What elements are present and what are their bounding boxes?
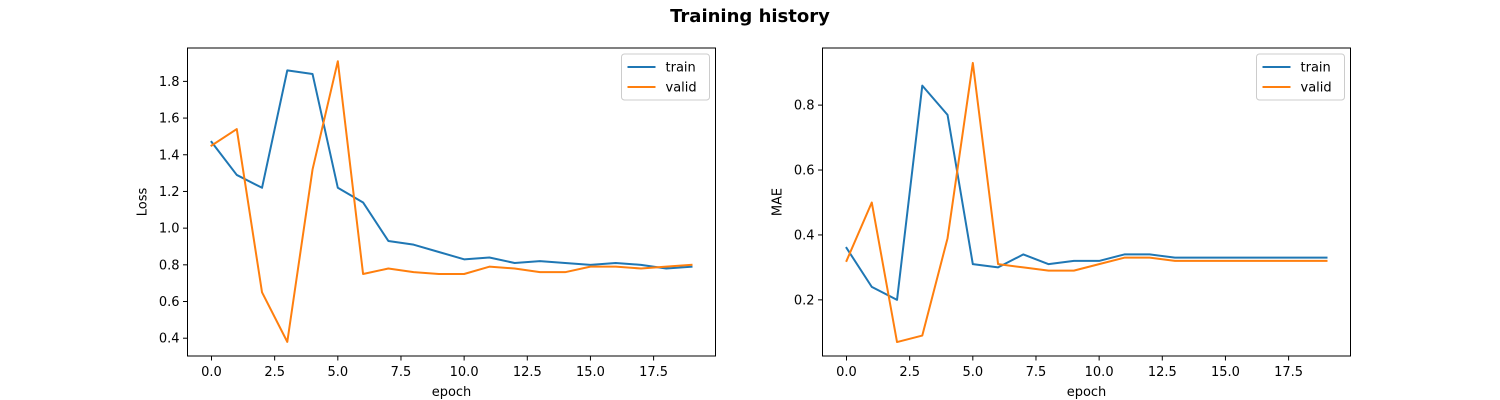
series-line-train: [210, 69, 693, 270]
x-tick-label: 2.5: [899, 365, 920, 380]
x-tick-label: 10.0: [450, 365, 479, 380]
x-tick-label: 5.0: [327, 365, 348, 380]
legend-label-valid: valid: [1301, 81, 1332, 96]
y-tick-label: 0.4: [159, 332, 180, 347]
chart-loss: 0.0 2.5 5.0 7.5 10.0 12.5 15.0 17.5 0.4 0.6 0.8 1.0…: [136, 47, 716, 400]
y-tick-label: 0.2: [794, 293, 815, 308]
y-tick-label: 0.6: [794, 164, 815, 179]
x-tick-label: 2.5: [264, 365, 285, 380]
legend-label-train: train: [666, 61, 696, 76]
x-tick-label: 12.5: [1148, 365, 1177, 380]
x-axis-label: epoch: [432, 385, 472, 400]
legend-box: [621, 53, 710, 101]
series-line-valid: [845, 61, 1328, 344]
x-tick-label: 12.5: [513, 365, 542, 380]
chart-mae: 0.0 2.5 5.0 7.5 10.0 12.5 15.0 17.5 0.2 0.4 0.6 0.8…: [771, 47, 1351, 400]
x-tick-label: 0.0: [201, 365, 222, 380]
series-line-valid: [210, 60, 693, 343]
y-axis-label: MAE: [771, 188, 786, 216]
plot-frame: [822, 47, 1351, 357]
legend-label-valid: valid: [666, 81, 697, 96]
figure-title: Training history: [670, 6, 830, 27]
y-tick-label: 0.8: [159, 258, 180, 273]
y-tick-label: 1.0: [159, 222, 180, 237]
y-tick-label: 1.8: [159, 75, 180, 90]
series-line-train: [845, 84, 1328, 301]
x-tick-label: 0.0: [836, 365, 857, 380]
x-axis-label: epoch: [1067, 385, 1107, 400]
plot-frame: [187, 47, 716, 357]
y-tick-label: 1.2: [159, 185, 180, 200]
y-tick-label: 0.8: [794, 99, 815, 114]
legend-box: [1256, 53, 1345, 101]
legend: train valid: [621, 53, 710, 101]
x-tick-label: 7.5: [1026, 365, 1047, 380]
y-tick-label: 1.4: [159, 148, 180, 163]
x-tick-label: 10.0: [1085, 365, 1114, 380]
x-tick-label: 7.5: [391, 365, 412, 380]
legend-label-train: train: [1301, 61, 1331, 76]
x-tick-label: 5.0: [962, 365, 983, 380]
y-tick-label: 0.4: [794, 228, 815, 243]
x-tick-label: 17.5: [1274, 365, 1303, 380]
y-tick-label: 1.6: [159, 112, 180, 127]
y-axis-label: Loss: [136, 188, 151, 217]
x-tick-label: 15.0: [1211, 365, 1240, 380]
x-tick-label: 17.5: [639, 365, 668, 380]
y-tick-label: 0.6: [159, 295, 180, 310]
x-tick-label: 15.0: [576, 365, 605, 380]
legend: train valid: [1256, 53, 1345, 101]
